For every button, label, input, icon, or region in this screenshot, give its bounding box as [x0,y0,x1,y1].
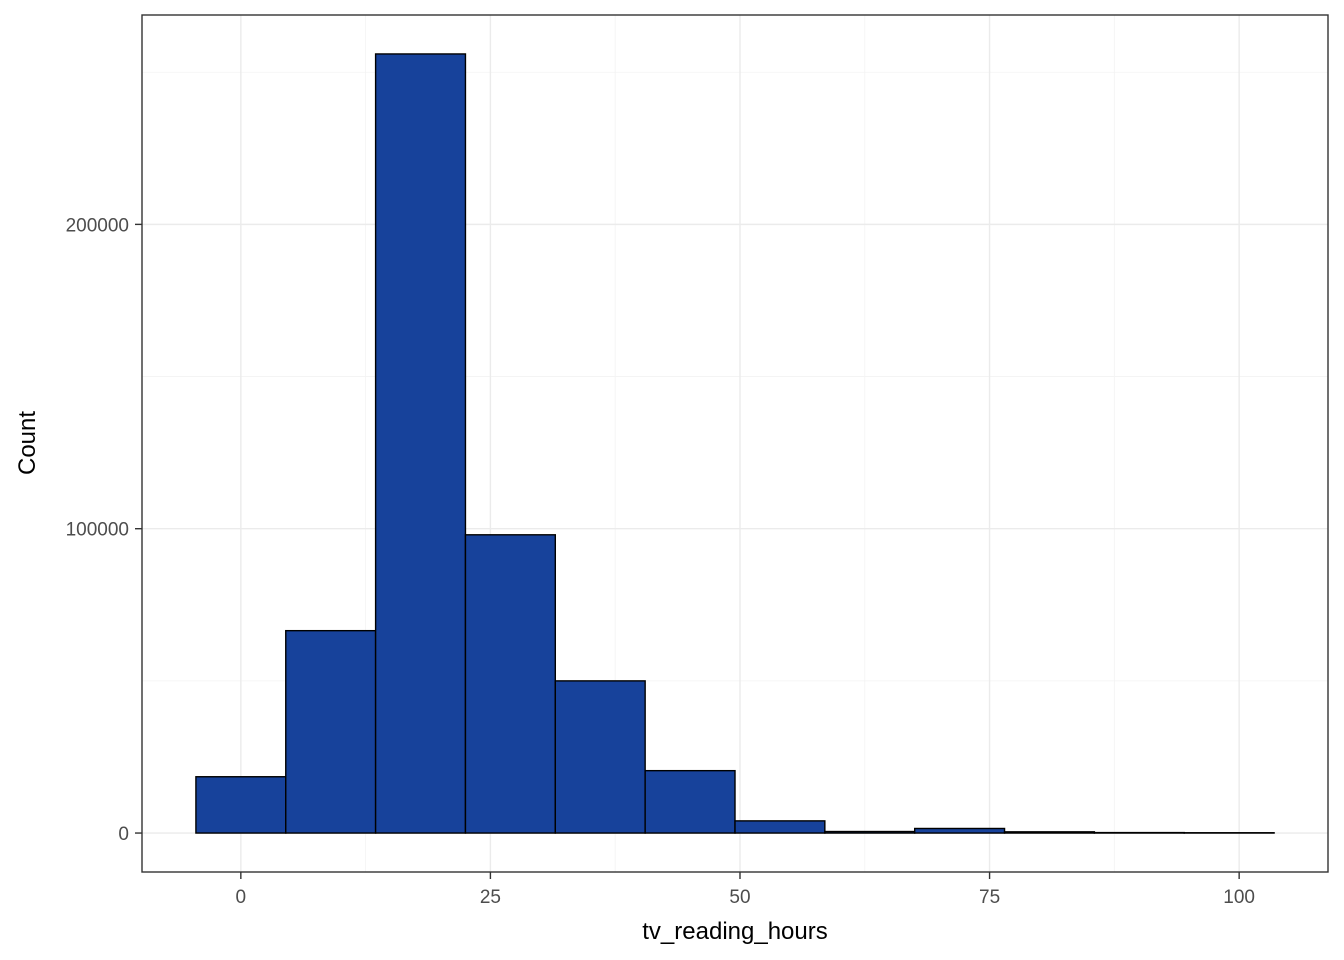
histogram-bar-2 [374,53,467,834]
histogram-bar-8 [913,827,1006,834]
x-tick-label: 75 [979,887,1000,908]
y-tick-label: 100000 [66,520,129,541]
x-tick-label: 50 [729,887,750,908]
axis-ticks: 0 25 50 75 100 0 100000 200000 [66,215,1255,908]
panel-border [141,14,1329,873]
histogram-bar-9 [1003,831,1096,834]
y-tick-label: 200000 [66,215,129,236]
grid-lines [142,15,1328,872]
x-tick-label: 25 [480,887,501,908]
x-tick-label: 0 [236,887,247,908]
histogram-bar-4 [554,680,646,834]
histogram-bar-6 [734,820,826,834]
y-tick-label: 0 [118,824,129,845]
x-axis-title: tv_reading_hours [642,918,827,945]
y-axis-title: Count [14,411,41,475]
histogram-bar-1 [285,629,377,834]
x-tick-label: 100 [1223,887,1255,908]
histogram-bar-5 [644,769,736,834]
histogram-bar-7 [824,830,916,834]
histogram-bars [195,53,1275,834]
histogram-bar-0 [195,776,287,834]
histogram-bar-3 [464,534,557,834]
